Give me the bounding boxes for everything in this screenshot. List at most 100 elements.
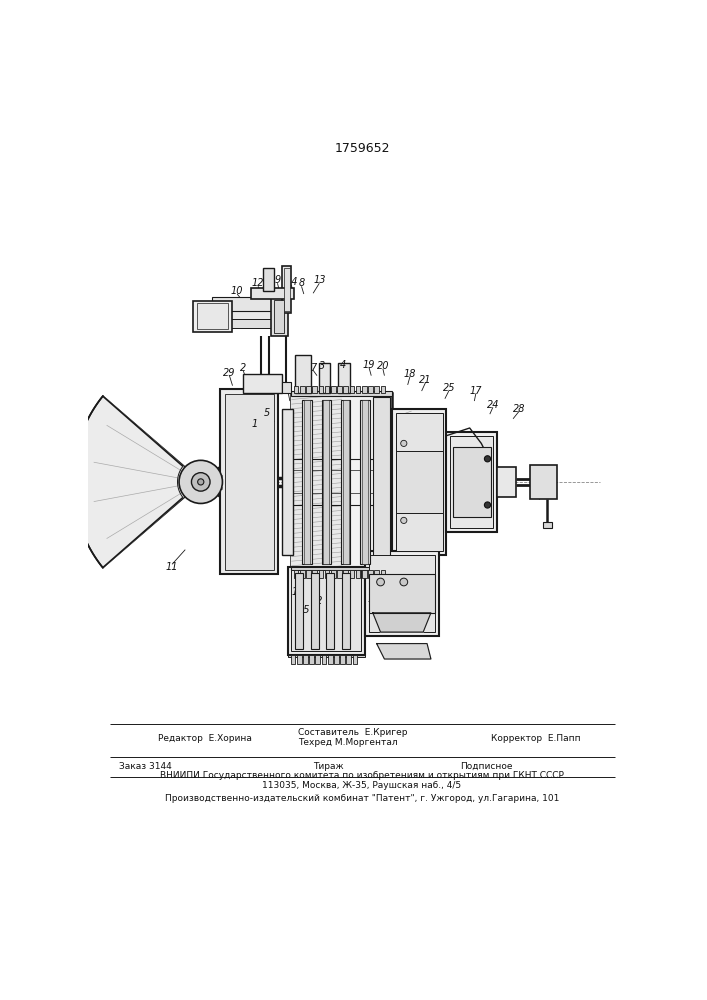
Bar [380,570,385,578]
Bar [288,567,365,655]
Bar [346,655,351,664]
Text: 113035, Москва, Ж-35, Раушская наб., 4/5: 113035, Москва, Ж-35, Раушская наб., 4/5 [262,781,462,790]
Bar [322,400,331,564]
Bar [344,570,348,578]
Bar [296,355,311,393]
Bar [396,413,443,551]
Text: 14: 14 [285,277,298,287]
Bar [291,655,296,664]
Text: 5: 5 [264,408,270,418]
Bar [291,393,392,570]
Bar [349,570,354,578]
Polygon shape [373,613,431,632]
Text: Подписное: Подписное [460,762,513,771]
Text: 18: 18 [404,369,416,379]
Circle shape [401,517,407,523]
Bar [369,574,435,613]
Bar [282,266,291,312]
Bar [353,655,357,664]
Bar [291,570,361,651]
Bar [362,386,367,393]
Bar [338,363,349,393]
Text: 27: 27 [414,586,426,596]
Bar [356,570,361,578]
Bar [344,386,348,393]
Bar [446,432,497,532]
Bar [288,655,365,657]
Text: Заказ 3144: Заказ 3144 [119,762,172,771]
Polygon shape [73,396,183,568]
Text: 22: 22 [311,596,323,606]
Text: 1759652: 1759652 [334,142,390,155]
Bar [291,391,392,396]
Text: ВНИИПИ Государственного комитета по изобретениям и открытиям при ГКНТ СССР: ВНИИПИ Государственного комитета по изоб… [160,771,564,780]
Bar [303,655,308,664]
Text: Тираж: Тираж [313,762,344,771]
Bar [293,570,298,578]
Text: 3: 3 [320,361,325,371]
Text: 17: 17 [469,386,482,396]
Bar [369,555,435,632]
Bar [365,551,438,636]
Circle shape [198,479,204,485]
Bar [296,573,303,649]
Bar [306,386,311,393]
Text: 8: 8 [298,278,305,288]
Text: Редактор  Е.Хорина: Редактор Е.Хорина [158,734,252,743]
Text: Производственно-издательский комбинат "Патент", г. Ужгород, ул.Гагарина, 101: Производственно-издательский комбинат "П… [165,794,559,803]
Bar [251,288,293,299]
Bar [312,570,317,578]
Text: 20: 20 [377,361,389,371]
Circle shape [484,502,491,508]
Text: 16: 16 [291,587,304,597]
Bar [331,570,336,578]
Text: 10: 10 [231,286,243,296]
Bar [325,570,329,578]
Bar [328,655,332,664]
Bar [220,389,279,574]
Bar [209,305,286,320]
Text: 25: 25 [443,383,455,393]
Bar [450,436,493,528]
Bar [368,386,373,393]
Bar [319,386,323,393]
Bar [349,386,354,393]
Circle shape [401,440,407,446]
Text: 16: 16 [368,594,380,604]
Bar [297,655,301,664]
Bar [392,409,446,555]
Bar [243,374,282,393]
Circle shape [377,578,385,586]
Text: 2: 2 [240,363,247,373]
Text: 13: 13 [313,275,326,285]
Bar [303,400,312,564]
Bar [322,655,327,664]
Circle shape [484,456,491,462]
Bar [193,301,232,332]
Text: 4: 4 [339,360,346,370]
Bar [263,268,274,291]
Bar [337,570,341,578]
Bar [315,655,320,664]
Bar [300,386,305,393]
Bar [197,303,228,329]
Bar [452,447,491,517]
Circle shape [400,578,408,586]
Text: Техред М.Моргентал: Техред М.Моргентал [298,738,397,747]
Bar [343,400,349,564]
Bar [225,394,274,570]
Bar [396,451,443,513]
Bar [274,300,284,333]
Bar [362,570,367,578]
Bar [309,655,314,664]
Bar [325,386,329,393]
Text: 6: 6 [285,386,291,396]
Bar [340,655,345,664]
Bar [209,319,286,328]
Bar [282,409,293,555]
Bar [293,386,298,393]
Bar [380,386,385,393]
Bar [361,400,370,564]
Text: 15: 15 [298,605,310,615]
Circle shape [179,460,223,503]
